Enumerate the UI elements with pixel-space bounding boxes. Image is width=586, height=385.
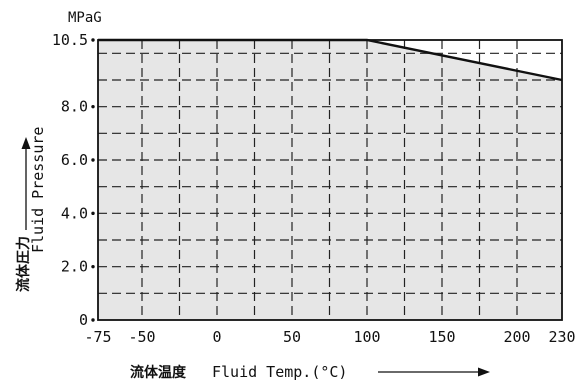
- y-axis-title-jp: 流体圧力: [15, 236, 32, 292]
- x-tick-label: 150: [428, 328, 455, 346]
- y-axis-ticks: 0 2.0 4.0 6.0 8.0 10.5: [52, 31, 95, 329]
- x-tick-label: 50: [283, 328, 301, 346]
- y-tick-label: 2.0: [61, 258, 88, 276]
- y-tick-dot: [91, 211, 95, 216]
- y-tick-dot: [91, 38, 95, 42]
- y-tick-label: 10.5: [52, 31, 88, 49]
- x-tick-label: 230: [548, 328, 575, 346]
- y-tick-label: 6.0: [61, 151, 88, 169]
- x-tick-label: 0: [212, 328, 221, 346]
- series-layer: [98, 38, 563, 82]
- y-tick-dot: [91, 158, 95, 162]
- y-tick-dot: [91, 318, 95, 322]
- y-tick-label: 8.0: [61, 98, 88, 116]
- x-axis-title-jp: 流体温度: [130, 364, 187, 381]
- y-tick-label: 0: [79, 311, 88, 329]
- x-axis-title: Fluid Temp.(°C): [212, 363, 347, 381]
- grid-lines: [98, 40, 562, 320]
- x-tick-label: 100: [353, 328, 380, 346]
- y-axis-title-en-group: Fluid Pressure: [29, 127, 47, 253]
- y-tick-label: 4.0: [61, 204, 88, 222]
- y-axis-arrowhead: [21, 137, 31, 149]
- x-tick-label: 200: [503, 328, 530, 346]
- pressure-limit-line: [98, 38, 563, 82]
- x-axis-arrowhead: [478, 367, 490, 377]
- y-unit-label: MPaG: [68, 10, 102, 26]
- y-tick-dot: [91, 264, 95, 269]
- x-tick-label: -75: [84, 328, 111, 346]
- y-axis-title: Fluid Pressure: [29, 127, 47, 253]
- x-axis-ticks: -75 -50 0 50 100 150 200 230: [84, 328, 575, 346]
- y-tick-dot: [91, 104, 95, 109]
- y-axis-title-group: 流体圧力: [15, 236, 32, 292]
- x-tick-label: -50: [128, 328, 155, 346]
